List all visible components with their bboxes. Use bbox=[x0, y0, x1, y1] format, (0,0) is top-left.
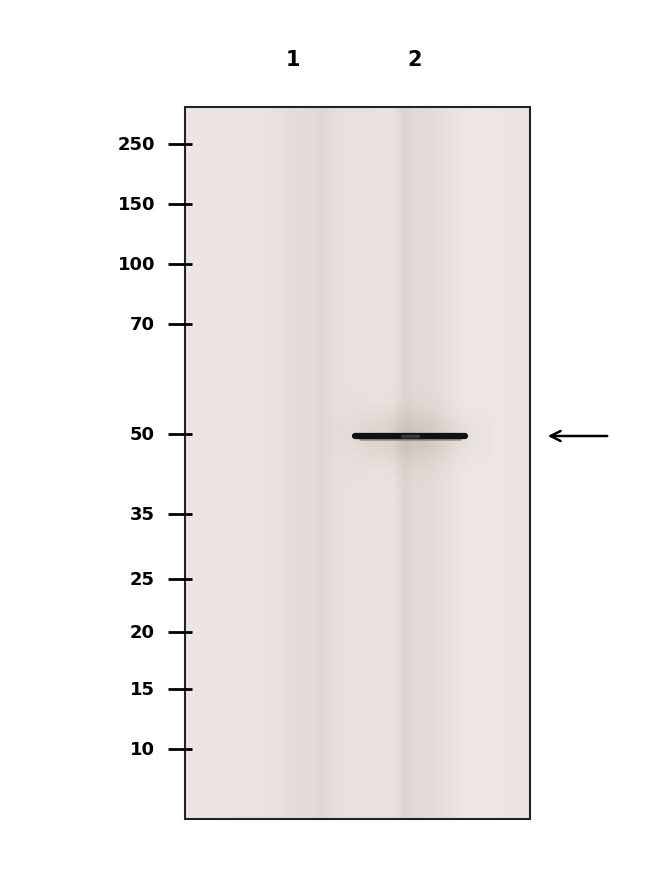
Text: 10: 10 bbox=[130, 740, 155, 758]
Text: 250: 250 bbox=[118, 136, 155, 154]
Text: 100: 100 bbox=[118, 255, 155, 274]
Bar bbox=[185, 108, 530, 819]
Text: 20: 20 bbox=[130, 623, 155, 641]
Text: 1: 1 bbox=[286, 50, 300, 70]
Text: 150: 150 bbox=[118, 196, 155, 214]
Text: 2: 2 bbox=[408, 50, 422, 70]
Text: 50: 50 bbox=[130, 426, 155, 443]
Text: 70: 70 bbox=[130, 315, 155, 334]
Text: 25: 25 bbox=[130, 570, 155, 588]
Text: 15: 15 bbox=[130, 680, 155, 698]
Text: 35: 35 bbox=[130, 506, 155, 523]
